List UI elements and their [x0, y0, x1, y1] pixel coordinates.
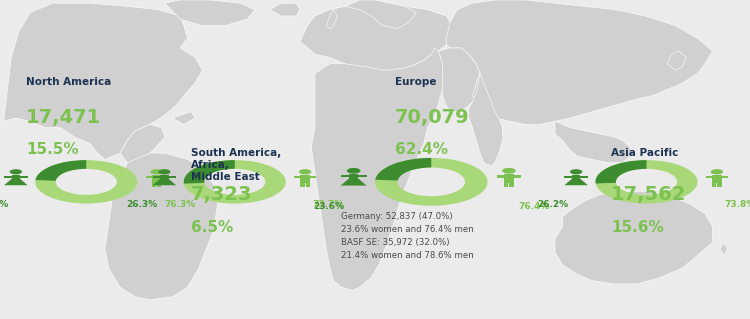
Circle shape [502, 168, 516, 174]
Polygon shape [722, 176, 728, 178]
Polygon shape [4, 176, 11, 178]
Polygon shape [503, 174, 515, 183]
Polygon shape [340, 175, 349, 177]
Text: North America: North America [26, 77, 112, 86]
Circle shape [299, 169, 311, 174]
Circle shape [570, 169, 582, 174]
Polygon shape [310, 176, 316, 178]
Polygon shape [345, 0, 416, 29]
Polygon shape [503, 183, 509, 187]
Polygon shape [4, 3, 202, 160]
Polygon shape [270, 3, 300, 16]
Text: 76.3%: 76.3% [164, 200, 195, 209]
Polygon shape [358, 175, 367, 177]
Polygon shape [712, 183, 716, 187]
Polygon shape [446, 0, 712, 124]
Wedge shape [184, 160, 286, 204]
Polygon shape [572, 175, 580, 179]
Wedge shape [596, 160, 698, 204]
Wedge shape [184, 160, 235, 184]
Wedge shape [375, 158, 488, 206]
Polygon shape [146, 176, 152, 178]
Text: 7,323: 7,323 [191, 185, 253, 204]
Polygon shape [555, 121, 630, 163]
Polygon shape [555, 191, 712, 284]
Polygon shape [514, 175, 520, 178]
Text: 23.7%: 23.7% [0, 200, 8, 209]
Text: 6.5%: 6.5% [191, 220, 233, 235]
Polygon shape [11, 175, 20, 179]
Polygon shape [509, 183, 515, 187]
Polygon shape [172, 112, 195, 124]
Polygon shape [439, 48, 484, 112]
Polygon shape [306, 183, 310, 187]
Text: South America,
Africa,
Middle East: South America, Africa, Middle East [191, 148, 281, 182]
Polygon shape [152, 179, 176, 185]
Polygon shape [720, 242, 728, 255]
Polygon shape [580, 176, 588, 178]
Polygon shape [300, 175, 310, 183]
Text: 76.4%: 76.4% [518, 202, 550, 211]
Polygon shape [4, 179, 28, 185]
Polygon shape [160, 175, 169, 179]
Circle shape [711, 169, 723, 174]
Polygon shape [20, 176, 28, 178]
Polygon shape [311, 48, 446, 290]
Text: 26.3%: 26.3% [126, 200, 157, 209]
Polygon shape [497, 175, 503, 178]
Wedge shape [35, 160, 137, 204]
Polygon shape [712, 175, 722, 183]
FancyBboxPatch shape [0, 0, 750, 319]
Polygon shape [169, 176, 176, 178]
Polygon shape [300, 183, 304, 187]
Text: 26.2%: 26.2% [538, 200, 568, 209]
Polygon shape [564, 176, 572, 178]
Text: 23.6%: 23.6% [313, 202, 344, 211]
Text: Europe: Europe [395, 77, 436, 86]
Polygon shape [105, 153, 218, 300]
Polygon shape [300, 3, 454, 70]
Text: 73.8%: 73.8% [724, 200, 750, 209]
Text: Germany: 52,837 (47.0%)
23.6% women and 76.4% men
BASF SE: 35,972 (32.0%)
21.4% : Germany: 52,837 (47.0%) 23.6% women and … [341, 212, 474, 260]
Text: 62.4%: 62.4% [395, 142, 448, 157]
Text: 17,471: 17,471 [26, 108, 101, 128]
Polygon shape [706, 176, 712, 178]
Circle shape [346, 168, 361, 174]
Text: 73.7%: 73.7% [313, 200, 344, 209]
Polygon shape [340, 179, 367, 186]
Polygon shape [165, 0, 255, 26]
Polygon shape [349, 174, 358, 179]
Text: 15.6%: 15.6% [611, 220, 664, 235]
Circle shape [10, 169, 22, 174]
Polygon shape [152, 175, 161, 183]
Text: Asia Pacific: Asia Pacific [611, 148, 679, 158]
Polygon shape [564, 179, 588, 185]
Text: 15.5%: 15.5% [26, 142, 79, 157]
Polygon shape [668, 51, 686, 70]
Wedge shape [35, 160, 86, 181]
Circle shape [151, 169, 163, 174]
Polygon shape [469, 73, 502, 166]
Polygon shape [120, 124, 165, 163]
Polygon shape [161, 176, 167, 178]
Text: 17,562: 17,562 [611, 185, 687, 204]
Polygon shape [152, 176, 160, 178]
Polygon shape [152, 183, 156, 187]
Text: 70,079: 70,079 [395, 108, 470, 128]
Circle shape [158, 169, 170, 174]
Polygon shape [158, 183, 161, 187]
Wedge shape [596, 160, 646, 183]
Polygon shape [718, 183, 722, 187]
Wedge shape [375, 158, 431, 181]
Polygon shape [326, 10, 338, 29]
Polygon shape [295, 176, 300, 178]
